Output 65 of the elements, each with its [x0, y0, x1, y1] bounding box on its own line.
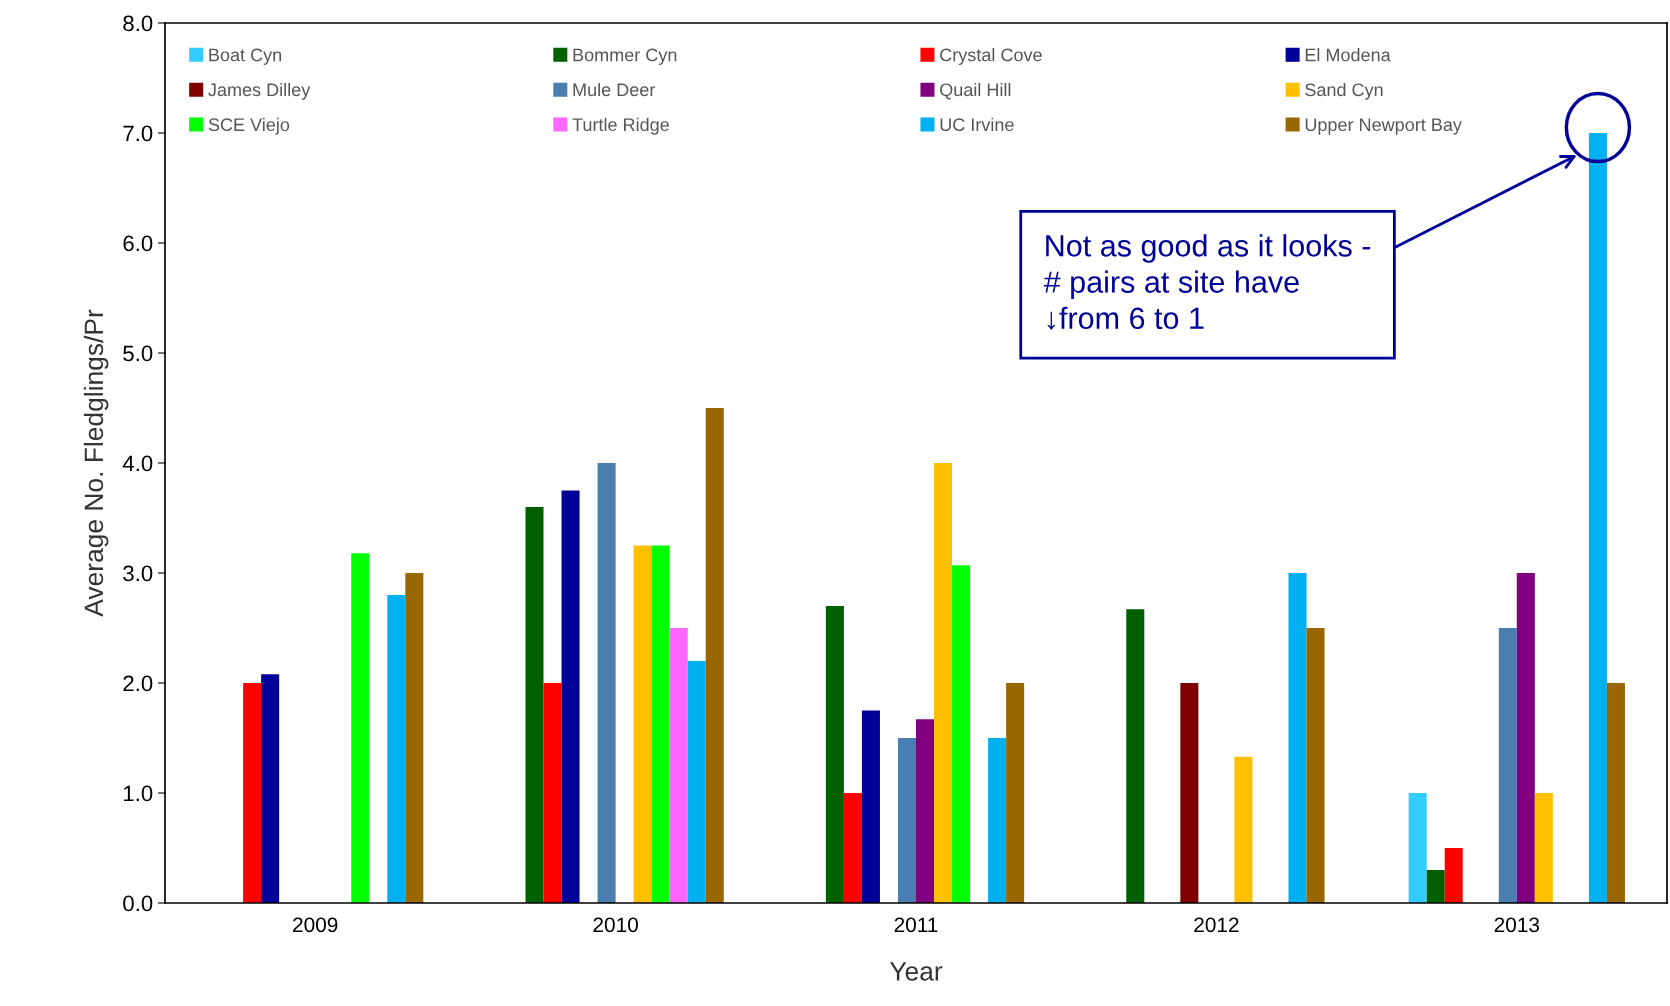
y-tick-label: 4.0 [122, 455, 153, 472]
legend-label: Mule Deer [573, 82, 656, 97]
bar [861, 710, 880, 903]
legend-label: Turtle Ridge [572, 117, 669, 135]
x-tick-label: 2010 [593, 917, 638, 933]
bar [1606, 683, 1625, 903]
legend-label: SCE Viejo [208, 117, 290, 135]
legend-label: James Dilley [208, 82, 311, 100]
y-tick-label: 3.0 [123, 565, 153, 582]
y-tick-label: 6.0 [123, 235, 153, 252]
bar [1516, 573, 1535, 903]
bar [1306, 628, 1325, 903]
legend-label: El Modena [1305, 48, 1391, 62]
x-tick-label: 2012 [1194, 917, 1239, 933]
bar [934, 463, 953, 903]
bar [1288, 573, 1307, 903]
bar [597, 463, 616, 903]
x-axis-title: Year [889, 962, 943, 981]
y-tick-label: 0.0 [123, 895, 153, 912]
bar [952, 565, 971, 903]
bar [1006, 683, 1025, 903]
bar [261, 674, 280, 903]
legend-label: Crystal Cove [940, 48, 1042, 65]
x-tick-label: 2013 [1494, 917, 1540, 933]
annotation: Not as good as it looks - # pairs at site have ↓from 6 to 1 [1043, 234, 1371, 330]
bar [525, 507, 544, 903]
bar [1426, 870, 1445, 903]
bar [1444, 848, 1463, 903]
bar [916, 719, 935, 903]
bar [988, 738, 1007, 903]
bar [1180, 683, 1199, 903]
legend-label: Quail Hill [940, 82, 1011, 100]
y-tick-label: 7.0 [123, 125, 153, 142]
y-tick-label: 2.0 [123, 675, 153, 692]
bar [561, 490, 580, 903]
legend-label: Sand Cyn [1305, 82, 1383, 100]
bar [1588, 133, 1607, 903]
y-tick-label: 1.0 [124, 785, 153, 802]
x-tick-label: 2011 [894, 917, 938, 933]
bar [669, 628, 688, 903]
bar [1408, 793, 1427, 903]
bar [387, 595, 406, 903]
y-tick-label: 5.0 [123, 345, 153, 362]
bar [651, 545, 670, 903]
bar [1126, 609, 1145, 903]
bar [405, 573, 424, 903]
bar [543, 683, 562, 903]
bar [1534, 793, 1553, 903]
bar [351, 553, 370, 903]
bar [705, 408, 724, 903]
legend-label: Bommer Cyn [573, 48, 677, 65]
bar [1498, 628, 1517, 903]
bar [1234, 756, 1253, 903]
bar [243, 683, 262, 903]
y-axis-title: Average No. Fledglings/Pr [83, 309, 109, 617]
x-tick-label: 2009 [293, 917, 338, 933]
y-tick-label: 8.0 [123, 15, 153, 32]
bar [843, 793, 862, 903]
legend-label: Boat Cyn [209, 48, 282, 65]
bar [825, 606, 844, 903]
legend-label: UC Irvine [940, 117, 1014, 132]
bar [897, 738, 916, 903]
bar [687, 661, 706, 903]
bar [633, 545, 652, 903]
legend-label: Upper Newport Bay [1305, 118, 1462, 135]
